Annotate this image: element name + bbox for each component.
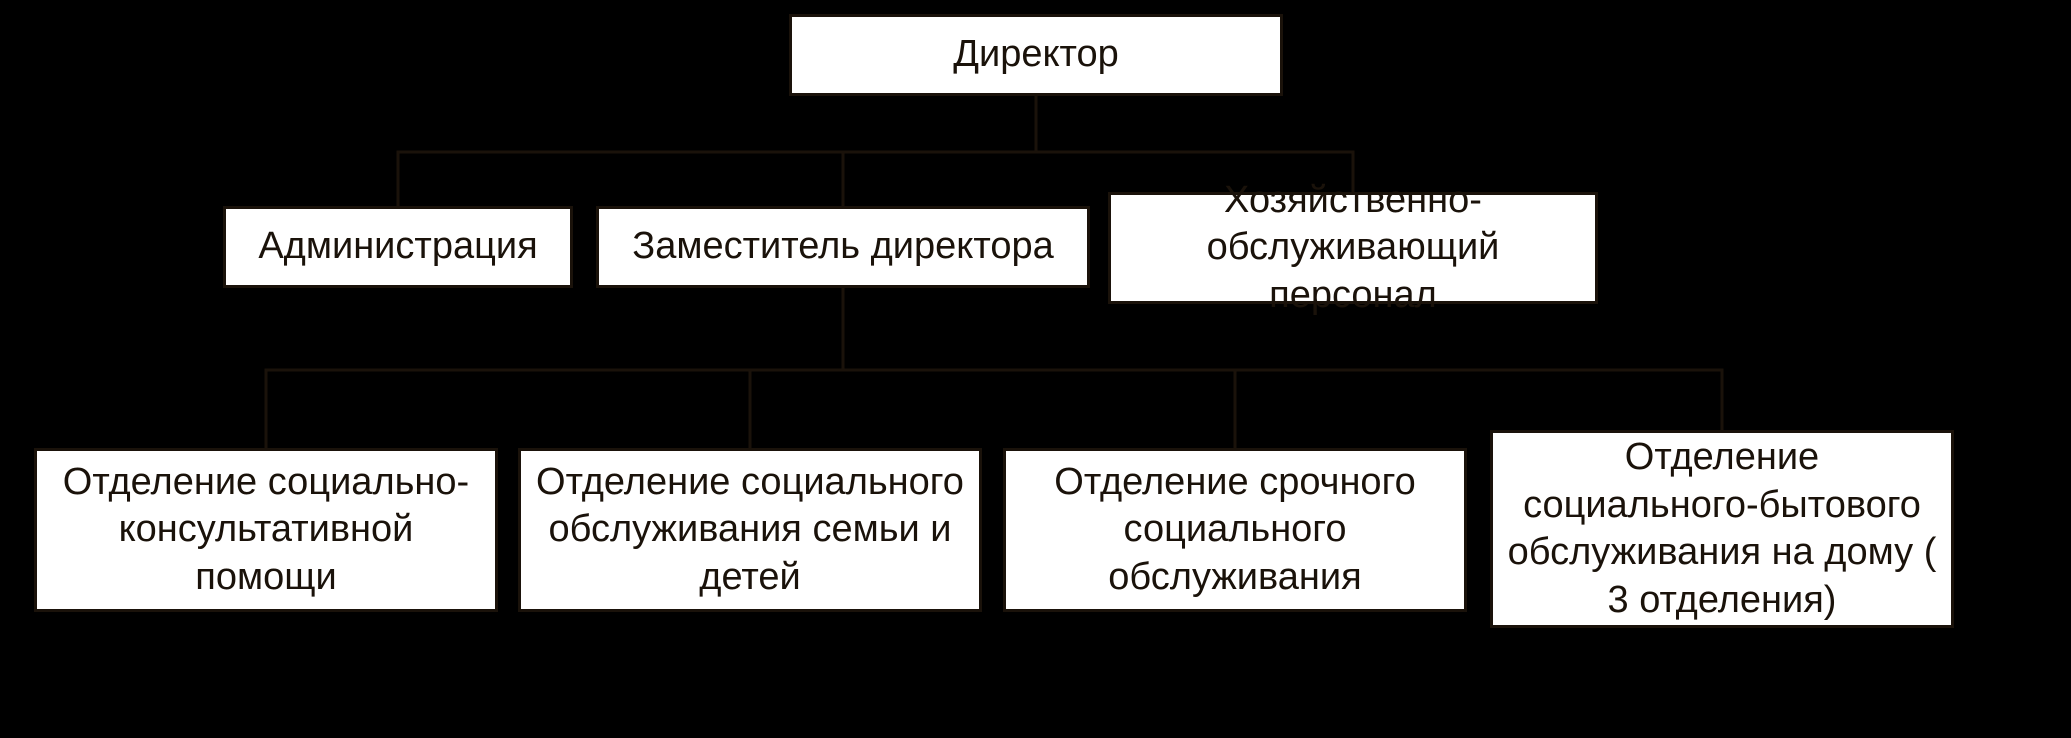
org-node-label: Заместитель директора <box>632 223 1053 271</box>
org-node-n6: Отделение срочного социального обслужива… <box>1003 448 1467 612</box>
org-node-label: Администрация <box>258 223 537 271</box>
org-node-label: Директор <box>953 31 1119 79</box>
org-node-label: Отделение социально-консультативной помо… <box>51 459 481 602</box>
org-node-n2: Заместитель директора <box>596 206 1090 288</box>
org-node-n3: Хозяйственно-обслуживающий персонал <box>1108 192 1598 304</box>
org-node-label: Отделение социального-бытового обслужива… <box>1507 434 1937 624</box>
org-node-n0: Директор <box>789 14 1283 96</box>
org-node-label: Отделение социального обслуживания семьи… <box>535 459 965 602</box>
org-node-n7: Отделение социального-бытового обслужива… <box>1490 430 1954 628</box>
org-node-label: Хозяйственно-обслуживающий персонал <box>1125 177 1581 320</box>
org-node-n5: Отделение социального обслуживания семьи… <box>518 448 982 612</box>
org-node-n4: Отделение социально-консультативной помо… <box>34 448 498 612</box>
org-node-label: Отделение срочного социального обслужива… <box>1020 459 1450 602</box>
org-node-n1: Администрация <box>223 206 573 288</box>
org-chart: Директор Администрация Заместитель директо… <box>0 0 2071 738</box>
